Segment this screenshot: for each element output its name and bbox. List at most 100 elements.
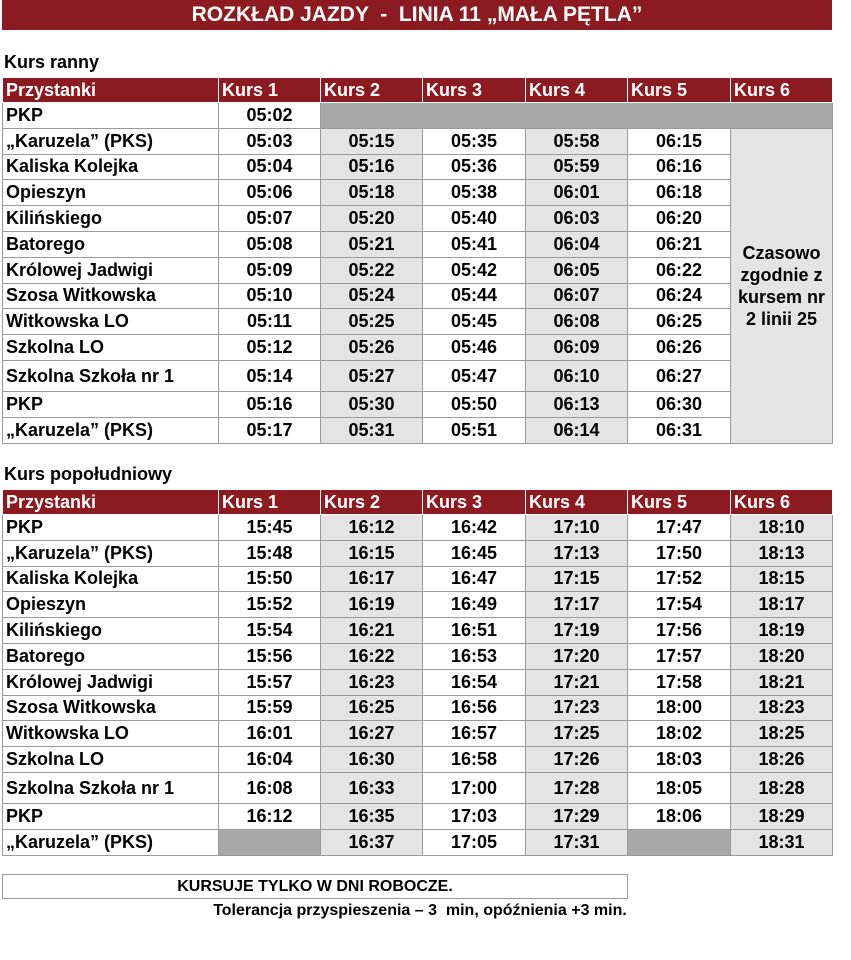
time-cell: 05:50 [422, 391, 526, 419]
time-cell: 05:21 [320, 230, 423, 258]
row: Szkolna LO 16:04 16:30 16:58 17:26 18:03 18:26 [2, 746, 833, 773]
stop-name: Witkowska LO [2, 720, 219, 748]
row: Opieszyn 05:06 05:18 05:38 06:01 06:18 [2, 179, 833, 207]
row: Kilińskiego 05:07 05:20 05:40 06:03 06:20 [2, 205, 833, 232]
section-label: Kurs ranny [4, 52, 100, 72]
time-cell: 17:50 [627, 539, 731, 567]
stop-name: Królowej Jadwigi [2, 668, 219, 696]
timetable: Przystanki Kurs 1 Kurs 2 Kurs 3 Kurs 4 Kurs 5… [2, 489, 833, 857]
time-cell: 05:44 [422, 282, 526, 310]
time-cell: 05:17 [218, 417, 321, 445]
time-cell: 17:19 [525, 617, 628, 644]
time-cell: 06:08 [525, 308, 628, 336]
time-cell: 15:57 [218, 668, 321, 696]
row: „Karuzela” (PKS) 05:17 05:31 05:51 06:14 06:3… [2, 417, 833, 445]
time-cell: 17:00 [422, 771, 526, 805]
time-cell: 18:26 [730, 746, 833, 773]
time-cell: 17:29 [525, 803, 628, 831]
stop-name: Opieszyn [2, 179, 219, 207]
time-cell: 05:07 [218, 205, 321, 232]
row: Witkowska LO 16:01 16:27 16:57 17:25 18:02 18:… [2, 720, 833, 748]
time-cell: 15:50 [218, 565, 321, 593]
row: „Karuzela” (PKS) 05:03 05:15 05:35 05:58 06:1… [2, 127, 833, 445]
time-cell: 05:10 [218, 282, 321, 310]
row: „Karuzela” (PKS) 16:37 17:05 17:31 18:31 [2, 829, 833, 857]
row: „Karuzela” (PKS) 15:48 16:15 16:45 17:13 17:5… [2, 539, 833, 567]
time-cell: 05:14 [218, 359, 321, 393]
time-cell: 06:04 [525, 230, 628, 258]
time-cell: 06:25 [627, 308, 731, 336]
stop-name: „Karuzela” (PKS) [2, 539, 219, 567]
time-cell: 05:26 [320, 334, 423, 361]
time-cell: 16:12 [320, 514, 423, 541]
time-cell: 16:58 [422, 746, 526, 773]
time-cell: 06:15 [627, 127, 731, 155]
time-cell: 06:09 [525, 334, 628, 361]
time-cell: 18:15 [730, 565, 833, 593]
time-cell: 06:13 [525, 391, 628, 419]
time-cell: 16:19 [320, 591, 423, 619]
time-cell: 16:51 [422, 617, 526, 644]
time-cell: 16:30 [320, 746, 423, 773]
time-cell: 18:03 [627, 746, 731, 773]
header-cell: Kurs 3 [422, 77, 526, 103]
header-cell: Kurs 4 [525, 77, 628, 103]
time-cell: 17:54 [627, 591, 731, 619]
time-cell: 15:56 [218, 642, 321, 670]
time-cell: 05:22 [320, 256, 423, 284]
row: PKP 05:16 05:30 05:50 06:13 06:30 [2, 391, 833, 419]
header-cell: Kurs 6 [730, 77, 833, 103]
time-cell: 06:07 [525, 282, 628, 310]
time-cell: 06:30 [627, 391, 731, 419]
row: PKP 16:12 16:35 17:03 17:29 18:06 18:29 [2, 803, 833, 831]
header-cell: Kurs 3 [422, 489, 526, 515]
time-cell: 05:04 [218, 153, 321, 181]
time-cell: 05:38 [422, 179, 526, 207]
time-cell: 05:16 [218, 391, 321, 419]
time-cell: 06:26 [627, 334, 731, 361]
stop-name: Szkolna LO [2, 334, 219, 361]
tolerance-note: Tolerancja przyspieszenia – 3 min, opóźn… [213, 902, 627, 919]
row: Królowej Jadwigi 05:09 05:22 05:42 06:05 06:2… [2, 256, 833, 284]
time-cell: 17:58 [627, 668, 731, 696]
header-cell: Kurs 4 [525, 489, 628, 515]
time-cell: 17:26 [525, 746, 628, 773]
header-row: Przystanki Kurs 1 Kurs 2 Kurs 3 Kurs 4 Kurs 5… [2, 77, 833, 103]
row: Batorego 05:08 05:21 05:41 06:04 06:21 [2, 230, 833, 258]
stop-name: PKP [2, 102, 219, 129]
time-cell: 05:40 [422, 205, 526, 232]
time-cell: 06:01 [525, 179, 628, 207]
stop-name: Szkolna Szkoła nr 1 [2, 359, 219, 393]
time-cell: 05:47 [422, 359, 526, 393]
time-cell: 17:13 [525, 539, 628, 567]
row: PKP 15:45 16:12 16:42 17:10 17:47 18:10 [2, 514, 833, 541]
stop-name: Królowej Jadwigi [2, 256, 219, 284]
row: Witkowska LO 05:11 05:25 05:45 06:08 06:25 [2, 308, 833, 336]
time-cell: 16:22 [320, 642, 423, 670]
time-cell: 05:46 [422, 334, 526, 361]
header-cell: Przystanki [2, 489, 219, 515]
time-cell: 16:17 [320, 565, 423, 593]
time-cell: 17:17 [525, 591, 628, 619]
header-cell: Kurs 2 [320, 489, 423, 515]
time-cell: 17:25 [525, 720, 628, 748]
time-cell: 17:56 [627, 617, 731, 644]
time-cell: 06:16 [627, 153, 731, 181]
stop-name: PKP [2, 391, 219, 419]
time-cell: 05:42 [422, 256, 526, 284]
time-cell: 18:00 [627, 694, 731, 722]
time-cell: 16:08 [218, 771, 321, 805]
time-cell: 06:05 [525, 256, 628, 284]
time-cell: 18:23 [730, 694, 833, 722]
stop-name: Kilińskiego [2, 617, 219, 644]
time-cell: 16:33 [320, 771, 423, 805]
time-cell: 06:21 [627, 230, 731, 258]
header-cell: Kurs 5 [627, 77, 731, 103]
time-cell: 05:12 [218, 334, 321, 361]
unused-cell [320, 102, 833, 129]
stop-name: Batorego [2, 642, 219, 670]
header-row: Przystanki Kurs 1 Kurs 2 Kurs 3 Kurs 4 Kurs 5… [2, 489, 833, 515]
row: Szkolna Szkoła nr 1 05:14 05:27 05:47 06:10 0… [2, 359, 833, 393]
time-cell: 17:05 [422, 829, 526, 857]
